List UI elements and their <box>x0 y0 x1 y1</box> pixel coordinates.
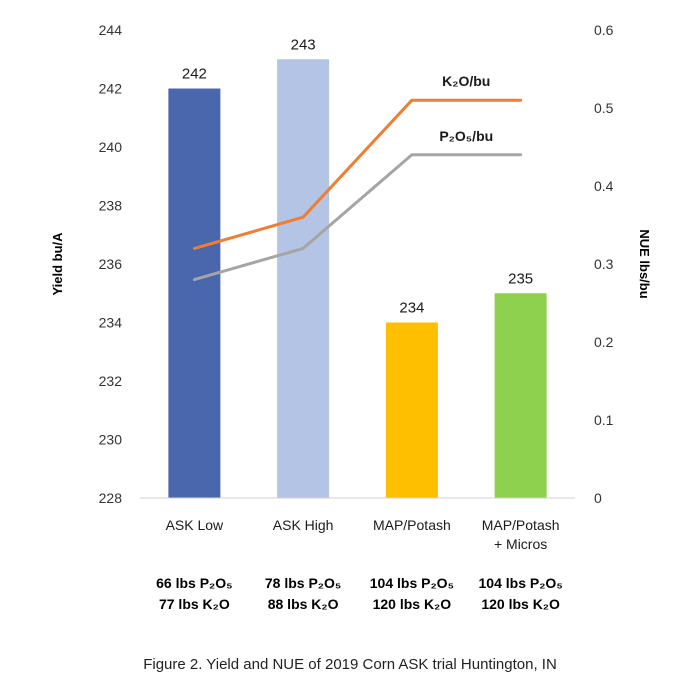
rate-label: 104 lbs P₂O₅ <box>479 575 563 591</box>
rate-label: 77 lbs K₂O <box>159 596 230 612</box>
left-axis-title: Yield bu/A <box>50 232 65 296</box>
bar <box>168 88 221 498</box>
left-tick-label: 230 <box>99 432 123 448</box>
rate-label: 78 lbs P₂O₅ <box>265 575 341 591</box>
bars: 242 243 234 235 <box>168 36 547 498</box>
nue-lines: K₂O/bu P₂O₅/bu <box>192 73 523 282</box>
right-tick-label: 0.4 <box>594 178 614 194</box>
left-y-axis: 228 230 232 234 236 238 240 242 244 Yield bu/A <box>50 22 122 506</box>
x-axis: ASK Low ASK High MAP/Potash MAP/Potash + Mic… <box>166 517 560 552</box>
bar <box>277 59 330 498</box>
right-y-axis: 0 0.1 0.2 0.3 0.4 0.5 0.6 NUE lbs/bu <box>594 22 652 506</box>
right-tick-label: 0.1 <box>594 412 614 428</box>
left-tick-label: 244 <box>99 22 123 38</box>
right-tick-label: 0.6 <box>594 22 614 38</box>
left-tick-label: 228 <box>99 490 123 506</box>
left-tick-label: 236 <box>99 256 123 272</box>
series-label: P₂O₅/bu <box>439 128 493 144</box>
right-tick-label: 0 <box>594 490 602 506</box>
category-label: MAP/Potash <box>482 517 560 533</box>
rate-label: 120 lbs K₂O <box>373 596 452 612</box>
rate-label: 88 lbs K₂O <box>268 596 339 612</box>
application-rates: 66 lbs P₂O₅ 77 lbs K₂O 78 lbs P₂O₅ 88 lbs K… <box>156 575 563 612</box>
rate-label: 104 lbs P₂O₅ <box>370 575 454 591</box>
rate-label: 120 lbs K₂O <box>481 596 560 612</box>
left-tick-label: 238 <box>99 198 123 214</box>
nue-line <box>192 153 523 282</box>
series-label: K₂O/bu <box>442 73 490 89</box>
bar-data-label: 234 <box>399 300 424 317</box>
bar <box>494 293 547 498</box>
left-tick-label: 232 <box>99 373 123 389</box>
category-label: MAP/Potash <box>373 517 451 533</box>
right-tick-label: 0.3 <box>594 256 614 272</box>
bar-data-label: 242 <box>182 66 207 83</box>
right-tick-label: 0.5 <box>594 100 614 116</box>
left-tick-label: 240 <box>99 139 123 155</box>
bar-data-label: 243 <box>291 36 316 53</box>
rate-label: 66 lbs P₂O₅ <box>156 575 232 591</box>
category-label: ASK High <box>273 517 334 533</box>
right-axis-title: NUE lbs/bu <box>637 229 652 298</box>
left-tick-label: 242 <box>99 81 123 97</box>
nue-line <box>192 98 523 250</box>
bar-data-label: 235 <box>508 270 533 287</box>
bar <box>385 322 438 498</box>
figure-caption: Figure 2. Yield and NUE of 2019 Corn ASK… <box>143 656 557 673</box>
left-tick-label: 234 <box>99 315 123 331</box>
category-label: + Micros <box>494 536 547 552</box>
right-tick-label: 0.2 <box>594 334 614 350</box>
category-label: ASK Low <box>166 517 224 533</box>
